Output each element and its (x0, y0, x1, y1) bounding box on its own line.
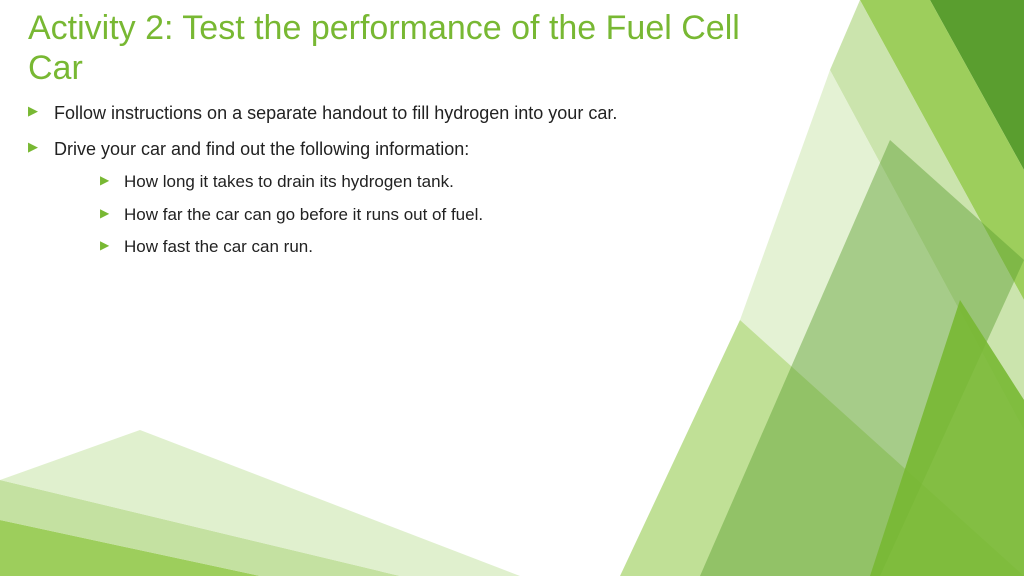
list-item-text: Drive your car and find out the followin… (54, 139, 469, 159)
sub-bullet-list: How long it takes to drain its hydrogen … (100, 170, 748, 260)
slide-content: Follow instructions on a separate handou… (28, 100, 748, 270)
list-item: How long it takes to drain its hydrogen … (100, 170, 748, 195)
list-item: How far the car can go before it runs ou… (100, 203, 748, 228)
list-item-text: Follow instructions on a separate handou… (54, 103, 617, 123)
list-item-text: How fast the car can run. (124, 237, 313, 256)
list-item: Drive your car and find out the followin… (28, 136, 748, 260)
list-item: How fast the car can run. (100, 235, 748, 260)
list-item: Follow instructions on a separate handou… (28, 100, 748, 126)
list-item-text: How long it takes to drain its hydrogen … (124, 172, 454, 191)
slide: Activity 2: Test the performance of the … (0, 0, 1024, 576)
bullet-list: Follow instructions on a separate handou… (28, 100, 748, 260)
list-item-text: How far the car can go before it runs ou… (124, 205, 483, 224)
slide-title: Activity 2: Test the performance of the … (28, 8, 748, 88)
